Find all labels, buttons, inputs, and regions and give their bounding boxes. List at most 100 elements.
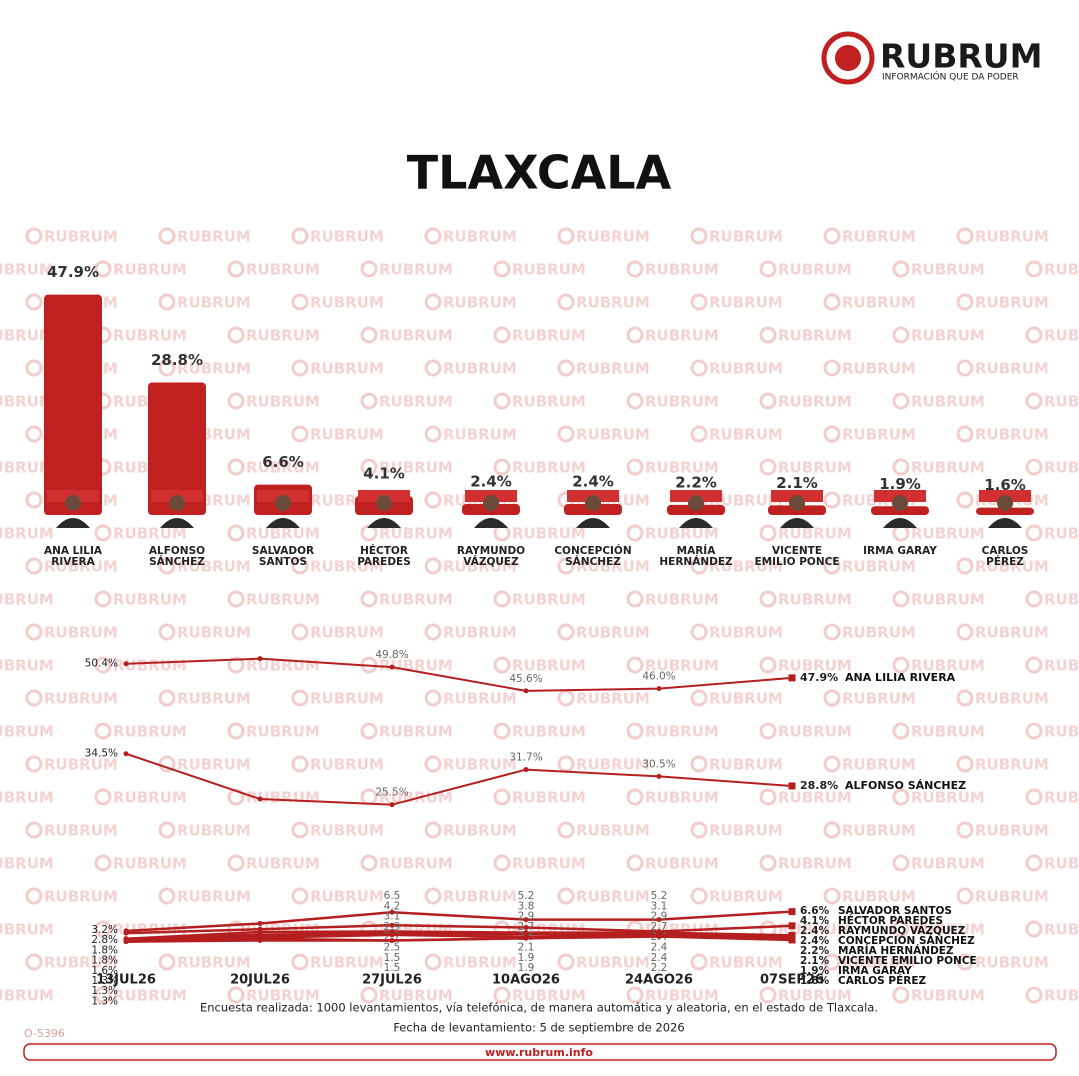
x-tick-label: 07SEP26 <box>760 973 824 988</box>
watermark-text: RUBRUM <box>1044 525 1079 543</box>
value-label: 3.1 <box>651 900 668 912</box>
watermark-icon <box>25 425 43 443</box>
watermark-text: RUBRUM <box>443 360 517 378</box>
marker <box>257 796 263 802</box>
series-name: RAYMUNDO VÁZQUEZ <box>838 924 966 937</box>
footer-url: www.rubrum.info <box>485 1046 593 1059</box>
watermark-text: RUBRUM <box>512 261 586 279</box>
value-label: 47.9% <box>800 671 838 684</box>
marker <box>523 917 529 923</box>
charts: 47.9%28.8%6.6%4.1% 2.4% 2.4% 2.2% 2.1% 1.9% 1.… <box>44 263 1034 1007</box>
watermark-text: RUBRUM <box>778 261 852 279</box>
marker <box>788 908 796 916</box>
marker <box>656 917 662 923</box>
watermark-text: RUBRUM <box>1044 393 1079 411</box>
watermark-icon <box>626 656 644 674</box>
photo-body <box>56 518 90 528</box>
watermark-icon <box>94 260 112 278</box>
watermark-icon <box>25 557 43 575</box>
watermark-text: RUBRUM <box>379 591 453 609</box>
title: TLAXCALA <box>407 146 672 200</box>
watermark-icon <box>823 425 841 443</box>
value-label: 1.3% <box>91 995 118 1007</box>
watermark-icon <box>291 293 309 311</box>
watermark-icon <box>360 788 378 806</box>
watermark-icon <box>25 359 43 377</box>
watermark-icon <box>892 722 910 740</box>
watermark-icon <box>823 293 841 311</box>
watermark-icon <box>227 986 245 1004</box>
watermark-text: RUBRUM <box>645 525 719 543</box>
category-label: CONCEPCIÓN SÁNCHEZ <box>554 545 632 568</box>
watermark-icon <box>424 689 442 707</box>
watermark-icon <box>94 656 112 674</box>
value-label: 1.6% <box>984 476 1026 494</box>
watermark-layer: RUBRUM RUBRUM RUBRUM RUBRUM RUBRUM RUBRUM RUBR… <box>0 227 1079 1005</box>
x-tick-label: 10AGO26 <box>492 973 560 988</box>
watermark-icon <box>424 293 442 311</box>
watermark-text: RUBRUM <box>911 987 985 1005</box>
watermark-icon <box>892 458 910 476</box>
watermark-text: RUBRUM <box>975 294 1049 312</box>
watermark-icon <box>493 590 511 608</box>
footer-date: Fecha de levantamiento: 5 de septiembre … <box>393 1021 684 1035</box>
watermark-icon <box>424 227 442 245</box>
watermark-text: RUBRUM <box>645 987 719 1005</box>
watermark-icon <box>690 689 708 707</box>
watermark-text: RUBRUM <box>177 756 251 774</box>
value-label: 2.8% <box>91 934 118 946</box>
watermark-icon <box>759 854 777 872</box>
watermark-icon <box>823 557 841 575</box>
value-label: 6.6% <box>800 905 830 917</box>
series-name: ANA LILIA RIVERA <box>845 671 956 684</box>
value-label: 2.5 <box>384 942 401 954</box>
watermark-icon <box>227 392 245 410</box>
value-label: 1.8% <box>91 944 118 956</box>
value-label: 28.8% <box>800 779 838 792</box>
watermark-text: RUBRUM <box>512 459 586 477</box>
watermark-text: RUBRUM <box>113 525 187 543</box>
watermark-text: RUBRUM <box>911 789 985 807</box>
watermark-icon <box>956 689 974 707</box>
watermark-icon <box>759 260 777 278</box>
watermark-icon <box>690 359 708 377</box>
watermark-text: RUBRUM <box>842 558 916 576</box>
watermark-text: RUBRUM <box>645 591 719 609</box>
watermark-text: RUBRUM <box>975 228 1049 246</box>
watermark-icon <box>424 953 442 971</box>
watermark-icon <box>956 425 974 443</box>
watermark-text: RUBRUM <box>778 921 852 939</box>
watermark-text: RUBRUM <box>379 327 453 345</box>
watermark-icon <box>1025 788 1043 806</box>
watermark-text: RUBRUM <box>310 360 384 378</box>
photo-head <box>997 495 1013 511</box>
watermark-text: RUBRUM <box>1044 987 1079 1005</box>
watermark-icon <box>360 854 378 872</box>
watermark-text: RUBRUM <box>645 855 719 873</box>
watermark-text: RUBRUM <box>310 294 384 312</box>
watermark-text: RUBRUM <box>645 261 719 279</box>
watermark-icon <box>759 590 777 608</box>
watermark-text: RUBRUM <box>0 789 54 807</box>
watermark-icon <box>493 392 511 410</box>
marker <box>788 674 796 682</box>
watermark-icon <box>1025 590 1043 608</box>
value-label: 2.4 <box>651 952 668 964</box>
watermark-text: RUBRUM <box>709 294 783 312</box>
watermark-icon <box>759 524 777 542</box>
watermark-icon <box>360 590 378 608</box>
watermark-icon <box>626 458 644 476</box>
value-label: 3.8 <box>518 900 535 912</box>
value-label: 1.9% <box>879 475 921 493</box>
photo-body <box>266 518 300 528</box>
watermark-text: RUBRUM <box>975 690 1049 708</box>
watermark-text: RUBRUM <box>443 228 517 246</box>
watermark-text: RUBRUM <box>1044 591 1079 609</box>
value-label: 1.6% <box>800 975 830 987</box>
watermark-text: RUBRUM <box>0 987 54 1005</box>
watermark-icon <box>360 458 378 476</box>
watermark-text: RUBRUM <box>1044 327 1079 345</box>
value-label: 2.4% <box>800 935 830 947</box>
value-label: 1.3% <box>91 985 118 997</box>
watermark-icon <box>1025 986 1043 1004</box>
